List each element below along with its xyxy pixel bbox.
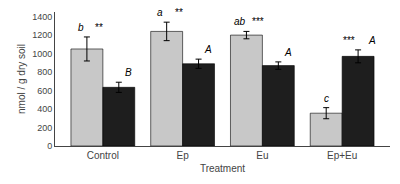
svg-text:a: a	[157, 7, 163, 18]
svg-text:**: **	[175, 7, 183, 18]
svg-text:1000: 1000	[32, 49, 52, 59]
svg-text:Ep+Eu: Ep+Eu	[327, 150, 357, 161]
svg-text:A: A	[204, 44, 212, 55]
svg-text:***: ***	[343, 35, 355, 46]
svg-text:**: **	[95, 22, 103, 33]
svg-text:A: A	[284, 47, 292, 58]
svg-text:0: 0	[47, 141, 52, 151]
svg-text:Control: Control	[87, 150, 119, 161]
svg-text:1400: 1400	[32, 12, 52, 22]
svg-text:B: B	[125, 67, 132, 78]
svg-text:b: b	[78, 22, 84, 33]
svg-text:400: 400	[37, 104, 52, 114]
svg-text:1200: 1200	[32, 30, 52, 40]
svg-text:c: c	[324, 93, 329, 104]
svg-text:800: 800	[37, 67, 52, 77]
svg-text:Ep: Ep	[177, 150, 190, 161]
svg-text:A: A	[368, 35, 376, 46]
svg-text:ab: ab	[234, 16, 246, 27]
svg-text:***: ***	[252, 16, 264, 27]
svg-text:Treatment: Treatment	[200, 163, 245, 174]
svg-text:600: 600	[37, 86, 52, 96]
svg-text:nmol / g dry soil: nmol / g dry soil	[16, 44, 27, 114]
svg-text:Eu: Eu	[256, 150, 268, 161]
svg-text:200: 200	[37, 123, 52, 133]
